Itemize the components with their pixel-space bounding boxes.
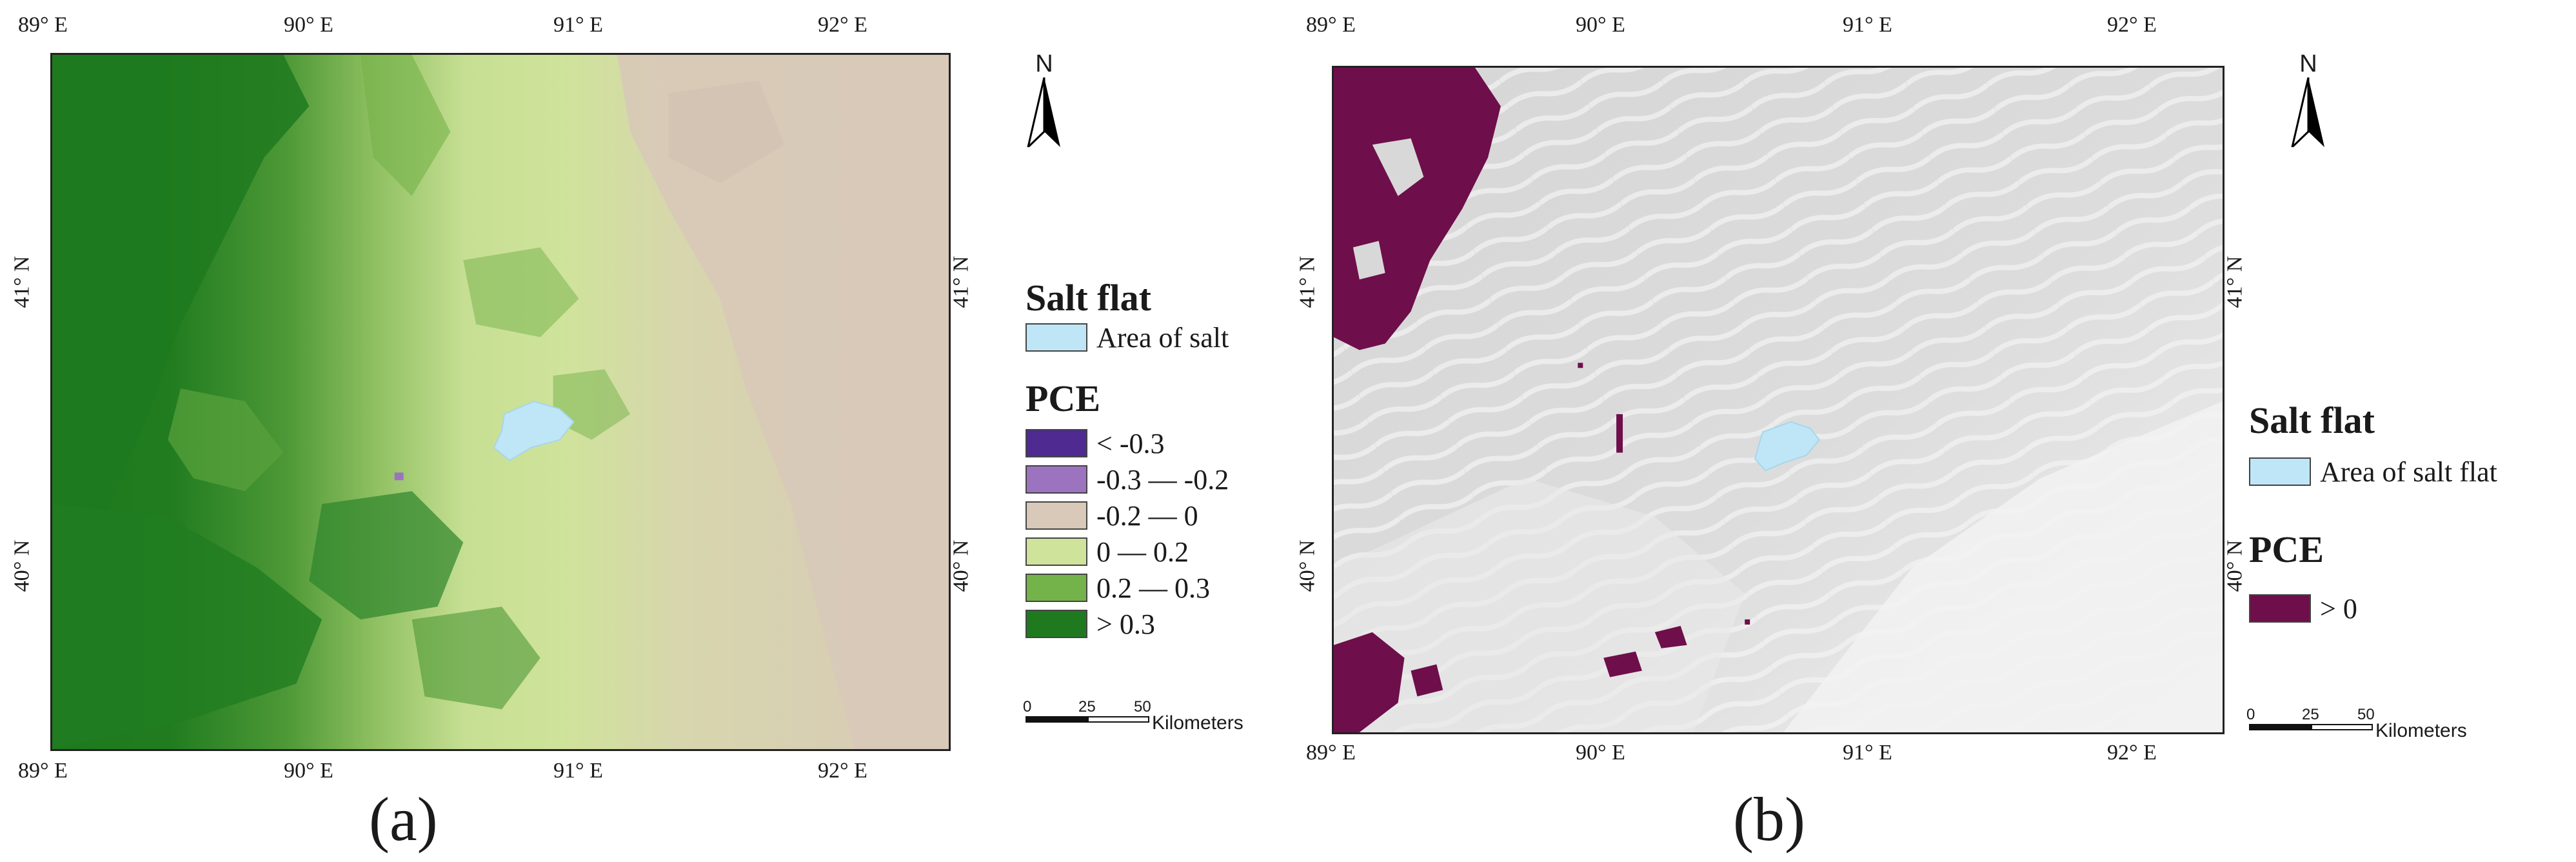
legend-label: < -0.3 [1096,427,1165,459]
scale-bar-segment [1087,716,1149,723]
legend-item-pce: < -0.3 [1025,427,1165,459]
legend-swatch [2249,457,2311,486]
panel-caption: (b) [1733,785,1805,854]
scale-bar-segment [2311,724,2373,730]
pce-heading: PCE [2249,528,2324,570]
right-lat-tick: 41° N [2223,256,2247,308]
legend-item-pce: 0 — 0.2 [1025,536,1189,568]
scale-units: Kilometers [2375,720,2467,741]
bottom-lon-tick: 91° E [553,759,603,783]
bottom-lon-tick: 89° E [18,759,68,783]
right-lat-tick: 40° N [949,539,973,592]
left-lat-tick: 40° N [10,539,34,592]
legend-swatch [1025,501,1087,530]
legend-swatch [1025,429,1087,457]
scale-zero: 0 [1023,698,1032,716]
top-lon-tick: 92° E [2107,13,2157,37]
legend-label: 0 — 0.2 [1096,536,1189,568]
legend-item-pce: 0.2 — 0.3 [1025,572,1210,604]
pce-classified-map [50,53,951,751]
legend-item-pce: -0.2 — 0 [1025,499,1198,532]
salt-flat-heading: Salt flat [2249,399,2375,441]
top-lon-tick: 90° E [284,13,333,37]
north-arrow: N [2279,50,2337,147]
panel-b: 89° E 90° E 91° E 92° E 89° E 90° E 91° … [1288,0,2576,862]
bottom-lon-tick: 92° E [818,759,867,783]
legend-swatch [2249,594,2311,623]
north-arrow-icon [2291,77,2324,147]
legend-swatch [1025,610,1087,638]
bottom-lon-tick: 90° E [1576,741,1625,765]
left-lat-tick: 41° N [1295,256,1320,308]
legend-item-pce: > 0.3 [1025,608,1155,640]
scale-units: Kilometers [1152,712,1243,734]
panel-a: 89° E 90° E 91° E 92° E 89° E 90° E 91° … [10,13,1243,854]
top-lon-tick: 91° E [553,13,603,37]
bottom-lon-tick: 89° E [1306,741,1356,765]
legend-label: -0.2 — 0 [1096,499,1198,532]
right-lat-tick: 41° N [949,256,973,308]
top-lon-tick: 89° E [18,13,68,37]
left-lat-tick: 40° N [1295,539,1320,592]
pce-map-raster [52,55,949,749]
legend-item-pce: -0.3 — -0.2 [1025,463,1229,496]
scale-bar-segment [2249,724,2311,730]
top-lon-tick: 91° E [1843,13,1892,37]
top-lon-tick: 90° E [1576,13,1625,37]
pce-map-raster [1334,68,2223,732]
legend-label: Area of salt [1096,321,1229,354]
north-label: N [1035,50,1053,77]
legend-item-pce: > 0 [2249,592,2357,625]
pce-heading: PCE [1025,377,1100,419]
salt-flat-heading: Salt flat [1025,277,1151,319]
legend-swatch [1025,323,1087,352]
legend-label: > 0 [2320,592,2357,625]
legend-label: 0.2 — 0.3 [1096,572,1210,604]
north-arrow-icon [1027,77,1060,147]
left-lat-tick: 41° N [10,256,34,308]
pce-positive-map [1332,66,2224,734]
scale-mid: 25 [2302,706,2319,723]
legend-label: Area of salt flat [2320,456,2497,488]
legend-item-salt: Area of salt flat [2249,456,2497,488]
panel-caption: (a) [369,785,438,854]
north-arrow: N [1015,50,1073,147]
legend-swatch [1025,537,1087,566]
scale-bar: 0 25 50 Kilometers [2246,706,2533,745]
top-lon-tick: 89° E [1306,13,1356,37]
scale-bar: 0 25 50 Kilometers [1023,698,1309,737]
scale-bar-segment [1025,716,1087,723]
top-lon-tick: 92° E [818,13,867,37]
legend-label: -0.3 — -0.2 [1096,463,1229,496]
bottom-lon-tick: 92° E [2107,741,2157,765]
scale-zero: 0 [2246,706,2255,723]
legend-label: > 0.3 [1096,608,1155,640]
scale-max: 50 [1134,698,1151,716]
bottom-lon-tick: 90° E [284,759,333,783]
legend-swatch [1025,465,1087,494]
right-lat-tick: 40° N [2223,539,2247,592]
scale-max: 50 [2357,706,2375,723]
north-label: N [2299,50,2317,77]
bottom-lon-tick: 91° E [1843,741,1892,765]
legend-swatch [1025,574,1087,602]
legend-item-salt: Area of salt [1025,321,1229,354]
scale-mid: 25 [1078,698,1096,716]
